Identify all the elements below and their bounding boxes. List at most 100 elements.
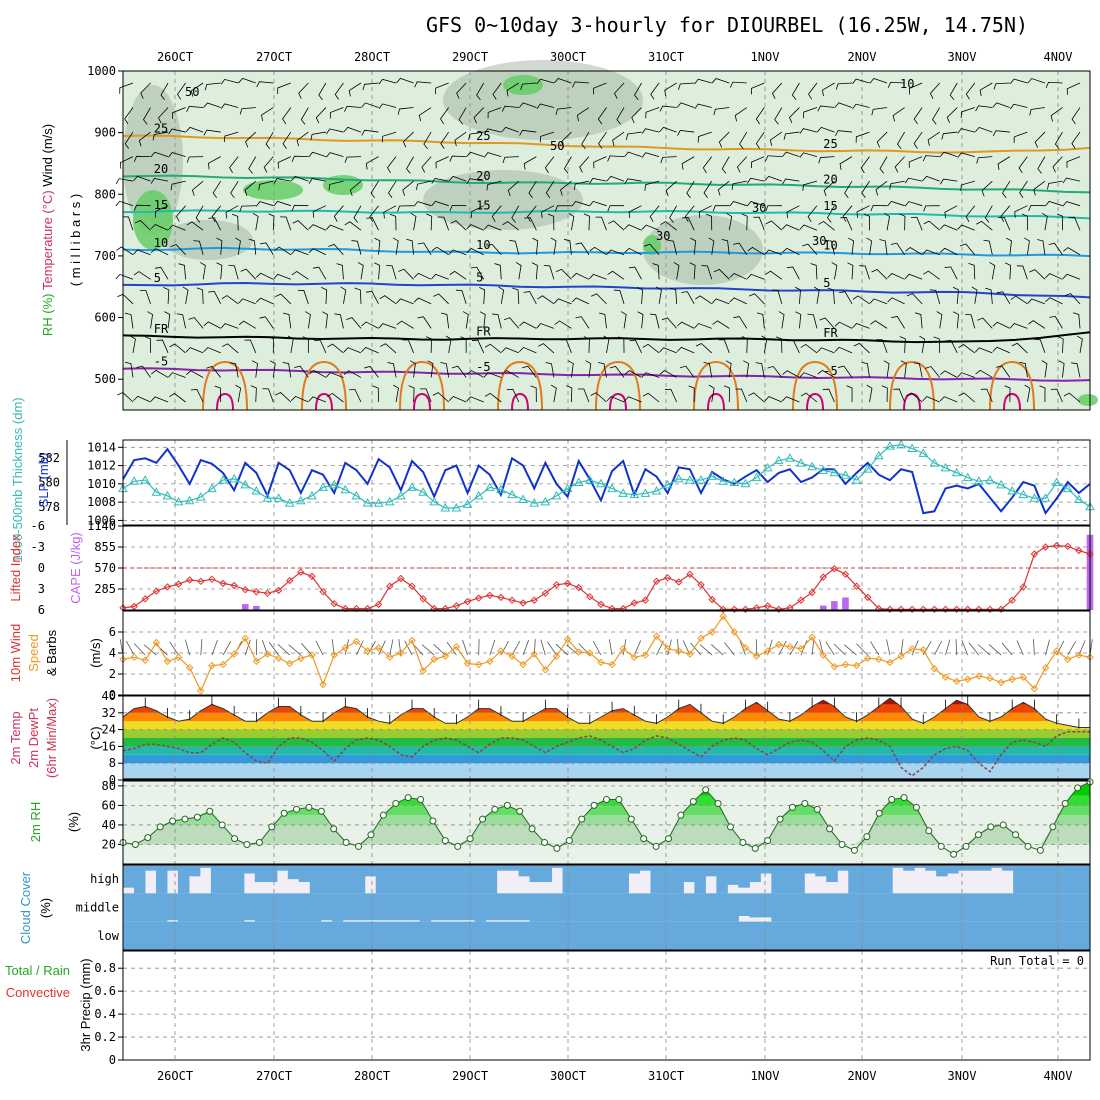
wind-barb (396, 77, 414, 84)
wind-barb (273, 200, 291, 207)
wind-barb (402, 339, 414, 354)
panel-labels: RH (%) Temperature (°C) Wind (m/s) ( m i… (5, 124, 103, 1052)
isotherm-label: -5 (154, 354, 168, 368)
wind-barb (705, 213, 713, 231)
wind-barb (406, 238, 414, 255)
wind-barb (660, 221, 677, 231)
li-frame (122, 525, 1091, 611)
wind-barb-10m (724, 642, 735, 656)
precip-ytick-label: 0.2 (94, 1030, 116, 1044)
wind-barb (456, 82, 467, 99)
wind-barb (150, 248, 169, 256)
wind-barb (440, 107, 449, 125)
rh-band (123, 815, 1090, 825)
cloud-middle-bar (441, 893, 454, 921)
isotherm-label: 25 (476, 129, 490, 143)
isotherm-label: 25 (154, 122, 168, 136)
li-ytick-label: 3 (38, 582, 45, 596)
wind-speed-point (486, 657, 494, 666)
temp-unit-label: (°C) (88, 726, 103, 749)
li-point (830, 564, 839, 573)
cloud-middle-bar (837, 893, 849, 922)
cloud-high-bar (309, 865, 322, 894)
wind-barb (659, 370, 677, 378)
li-point (452, 602, 461, 610)
wind-barb (216, 237, 223, 255)
cloud-high-bar (408, 865, 421, 894)
thickness-point (251, 485, 262, 495)
wind-speed-point (241, 634, 249, 643)
wind-barb (269, 360, 276, 378)
wind-barb (835, 82, 853, 90)
top-date-label: 2NOV (848, 50, 877, 64)
cloud-middle-bar (595, 893, 607, 922)
thickness-point (284, 498, 295, 507)
rh-humid-region (243, 180, 303, 200)
wind-barb (150, 396, 169, 403)
cloud-high-bar (177, 865, 190, 894)
wind-barb (130, 335, 136, 353)
wind-barb-10m (300, 642, 313, 656)
cape-ytick-label: 570 (94, 561, 116, 575)
wind-barb (195, 205, 204, 223)
thickness-point (696, 475, 706, 484)
wind-barb (761, 335, 768, 353)
cloud-middle-bar (760, 893, 772, 918)
wind-barb (899, 336, 906, 353)
wind-barb (900, 360, 907, 378)
li-point (274, 586, 283, 595)
rh-point (379, 811, 387, 819)
wind-barb (204, 82, 221, 91)
wind-barb (518, 102, 537, 108)
rh-point (838, 840, 846, 848)
wind-barb (1034, 131, 1046, 148)
wind-barb (879, 156, 888, 174)
wind-barb (326, 152, 344, 158)
wind-barb (537, 343, 555, 354)
wind-barb (922, 249, 940, 256)
wind-barb (1005, 262, 1012, 280)
cloud-high-bar (166, 865, 179, 871)
wind-barb (892, 107, 905, 122)
thickness-point (351, 490, 362, 500)
wind-barb (374, 237, 381, 255)
wind-barb (789, 107, 800, 124)
thickness-point (740, 478, 751, 488)
wind-barb (1037, 156, 1046, 174)
thickness-point (562, 483, 573, 493)
wind-barb (786, 205, 800, 219)
li-point (964, 605, 972, 614)
wind-barb (413, 201, 432, 207)
wind-barb (527, 205, 537, 222)
rh-ytick-label: 20 (102, 837, 116, 851)
temp-ylabel-part: 2m DewPt (26, 708, 41, 768)
thickness-point (651, 485, 662, 495)
wind-ylabel-1-part: 10m Wind (8, 624, 23, 683)
wind-barb (277, 82, 291, 94)
wind-barb (923, 270, 940, 280)
wind-barb (794, 286, 801, 304)
cloud-high-bar (155, 865, 168, 894)
wind-barb (501, 126, 519, 133)
wind-barb (701, 265, 713, 280)
thickness-point (862, 464, 873, 473)
wind-barb (703, 362, 713, 378)
cloud-middle-bar (672, 893, 684, 922)
wind-barb (981, 180, 993, 197)
cloud-middle-bar (342, 893, 355, 921)
wind-barb (151, 369, 169, 378)
rh-point (131, 840, 139, 848)
wind-barb (819, 317, 835, 329)
wind-barb-10m (608, 639, 613, 656)
li-point (463, 597, 472, 606)
wind-barb (908, 82, 923, 95)
wind-barb (713, 268, 730, 280)
wind-ytick-label: 2 (109, 667, 116, 681)
li-point (263, 589, 272, 597)
wind-barb (680, 365, 695, 378)
thickness-point (918, 448, 929, 457)
wind-barb (476, 82, 485, 101)
bottom-date-label: 30OCT (550, 1069, 586, 1083)
thickness-point (1051, 477, 1062, 486)
cloud-level-label: high (90, 872, 119, 886)
